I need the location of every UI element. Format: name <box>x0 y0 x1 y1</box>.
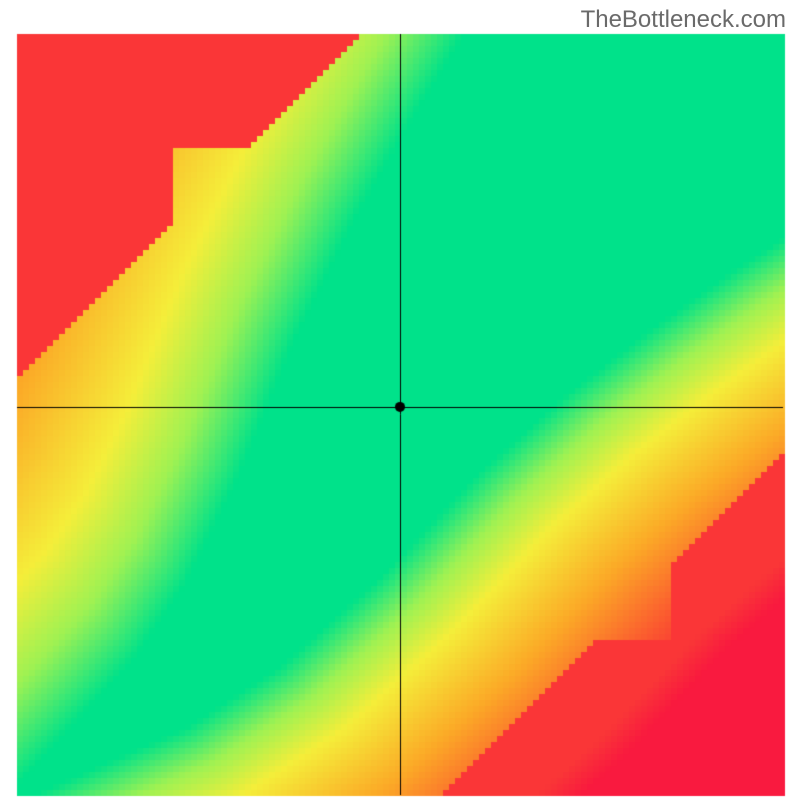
heatmap-container: { "canvas": { "width": 800, "height": 80… <box>0 0 800 800</box>
bottleneck-heatmap-canvas <box>0 0 800 800</box>
watermark-text: TheBottleneck.com <box>581 6 786 34</box>
